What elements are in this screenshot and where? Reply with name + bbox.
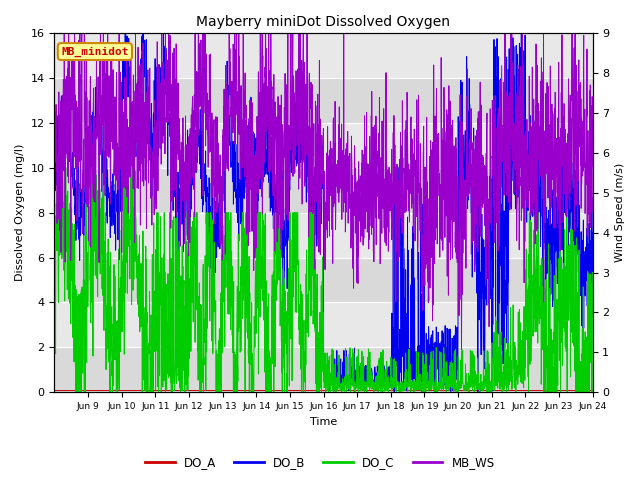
Bar (54, 213, 593, 258)
Bar (54, 33, 593, 78)
Title: Mayberry miniDot Dissolved Oxygen: Mayberry miniDot Dissolved Oxygen (196, 15, 451, 29)
Bar (54, 348, 593, 392)
Y-axis label: Dissolved Oxygen (mg/l): Dissolved Oxygen (mg/l) (15, 144, 25, 281)
Legend: DO_A, DO_B, DO_C, MB_WS: DO_A, DO_B, DO_C, MB_WS (141, 452, 499, 474)
Bar (54, 123, 593, 168)
Text: MB_minidot: MB_minidot (61, 47, 129, 57)
Y-axis label: Wind Speed (m/s): Wind Speed (m/s) (615, 163, 625, 262)
Bar (54, 258, 593, 302)
Bar (54, 302, 593, 348)
Bar (54, 78, 593, 123)
X-axis label: Time: Time (310, 417, 337, 427)
Bar (54, 168, 593, 213)
